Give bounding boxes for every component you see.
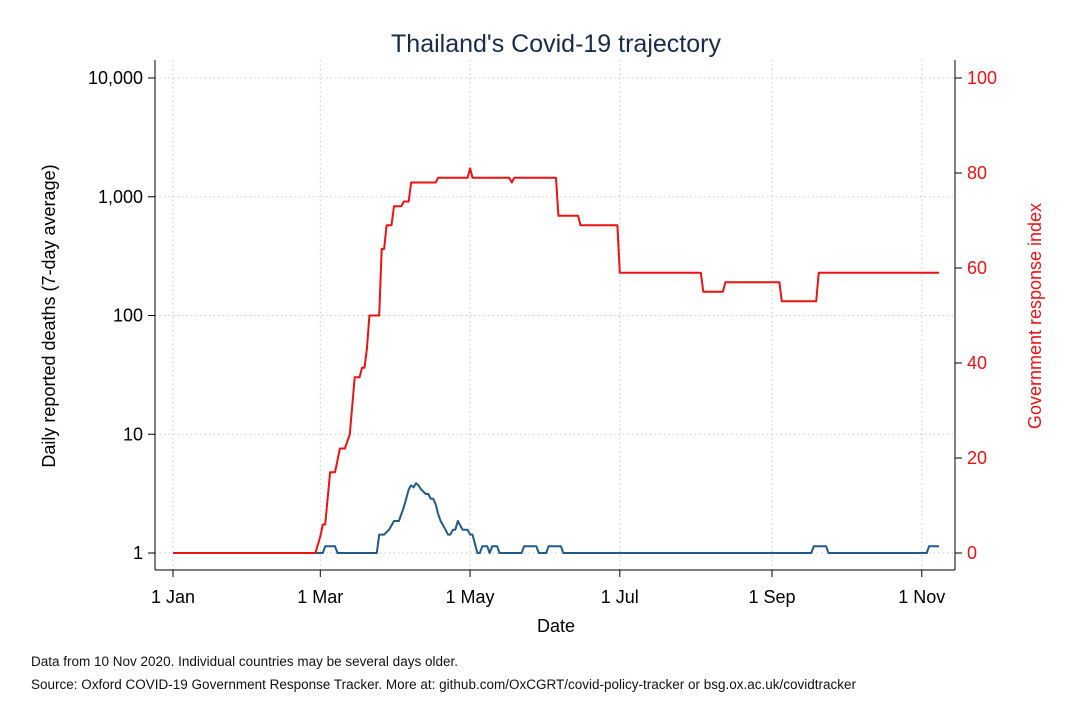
series-group xyxy=(173,167,939,554)
source-note: Source: Oxford COVID-19 Government Respo… xyxy=(31,677,857,692)
x-tick-label: 1 Jul xyxy=(601,587,639,607)
y-right-tick-label: 80 xyxy=(967,163,987,183)
y-left-tick-label: 1,000 xyxy=(98,187,143,207)
chart: Thailand's Covid-19 trajectory 1 Jan 1 Ma… xyxy=(39,30,1045,636)
x-tick-label: 1 Sep xyxy=(748,587,795,607)
y-right-tick-label: 60 xyxy=(967,258,987,278)
y-axis-right-title: Government response index xyxy=(1025,203,1045,429)
y-left-tick-label: 1 xyxy=(133,543,143,563)
x-axis-title: Date xyxy=(537,616,575,636)
data-date-note: Data from 10 Nov 2020. Individual countr… xyxy=(31,654,458,669)
x-tick-label: 1 Jan xyxy=(151,587,195,607)
response-index-series-line xyxy=(173,167,939,554)
y-right-tick-label: 40 xyxy=(967,353,987,373)
x-tick-label: 1 May xyxy=(446,587,495,607)
deaths-series-line xyxy=(173,482,939,554)
y-left-tick-label: 100 xyxy=(113,306,143,326)
y-right-tick-label: 0 xyxy=(967,543,977,563)
chart-title: Thailand's Covid-19 trajectory xyxy=(391,30,721,58)
x-tick-label: 1 Nov xyxy=(898,587,945,607)
y-right-tick-label: 20 xyxy=(967,448,987,468)
y-axis-left-title: Daily reported deaths (7-day average) xyxy=(39,164,59,467)
grid-lines xyxy=(155,60,955,570)
y-left-tick-label: 10,000 xyxy=(88,68,143,88)
y-right-tick-label: 100 xyxy=(967,68,997,88)
axes xyxy=(148,60,962,577)
x-tick-label: 1 Mar xyxy=(297,587,343,607)
y-left-tick-label: 10 xyxy=(123,424,143,444)
tick-labels: 1 Jan 1 Mar 1 May 1 Jul 1 Sep 1 Nov 1 10 100 1,00… xyxy=(88,68,997,607)
